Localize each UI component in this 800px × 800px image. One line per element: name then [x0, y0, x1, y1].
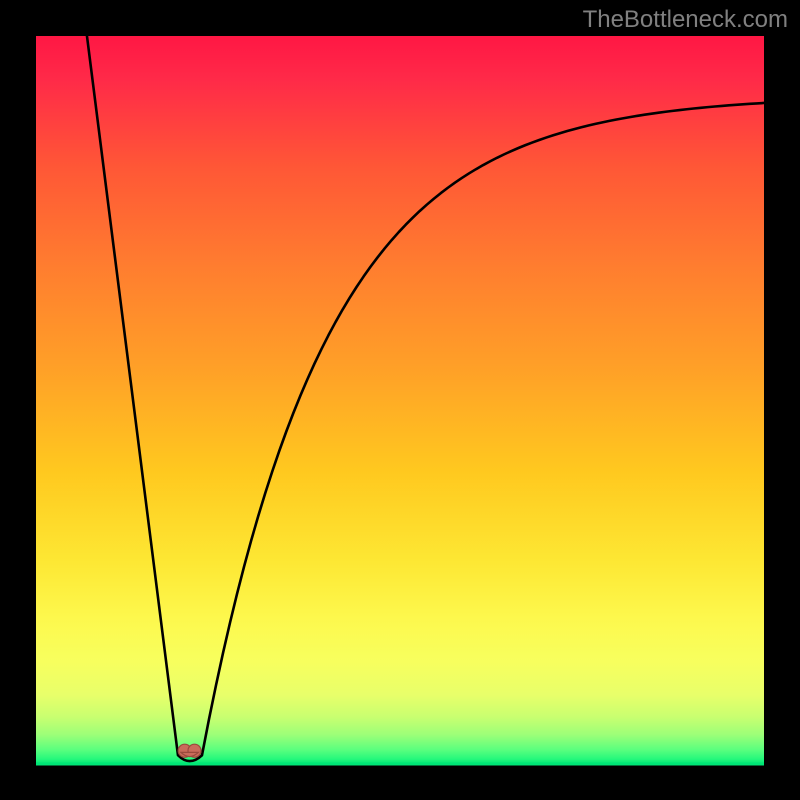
chart-background — [36, 36, 764, 764]
bottleneck-chart — [0, 0, 800, 800]
watermark-text: TheBottleneck.com — [583, 6, 788, 34]
chart-container: TheBottleneck.com — [0, 0, 800, 800]
valley-marker — [178, 744, 201, 757]
